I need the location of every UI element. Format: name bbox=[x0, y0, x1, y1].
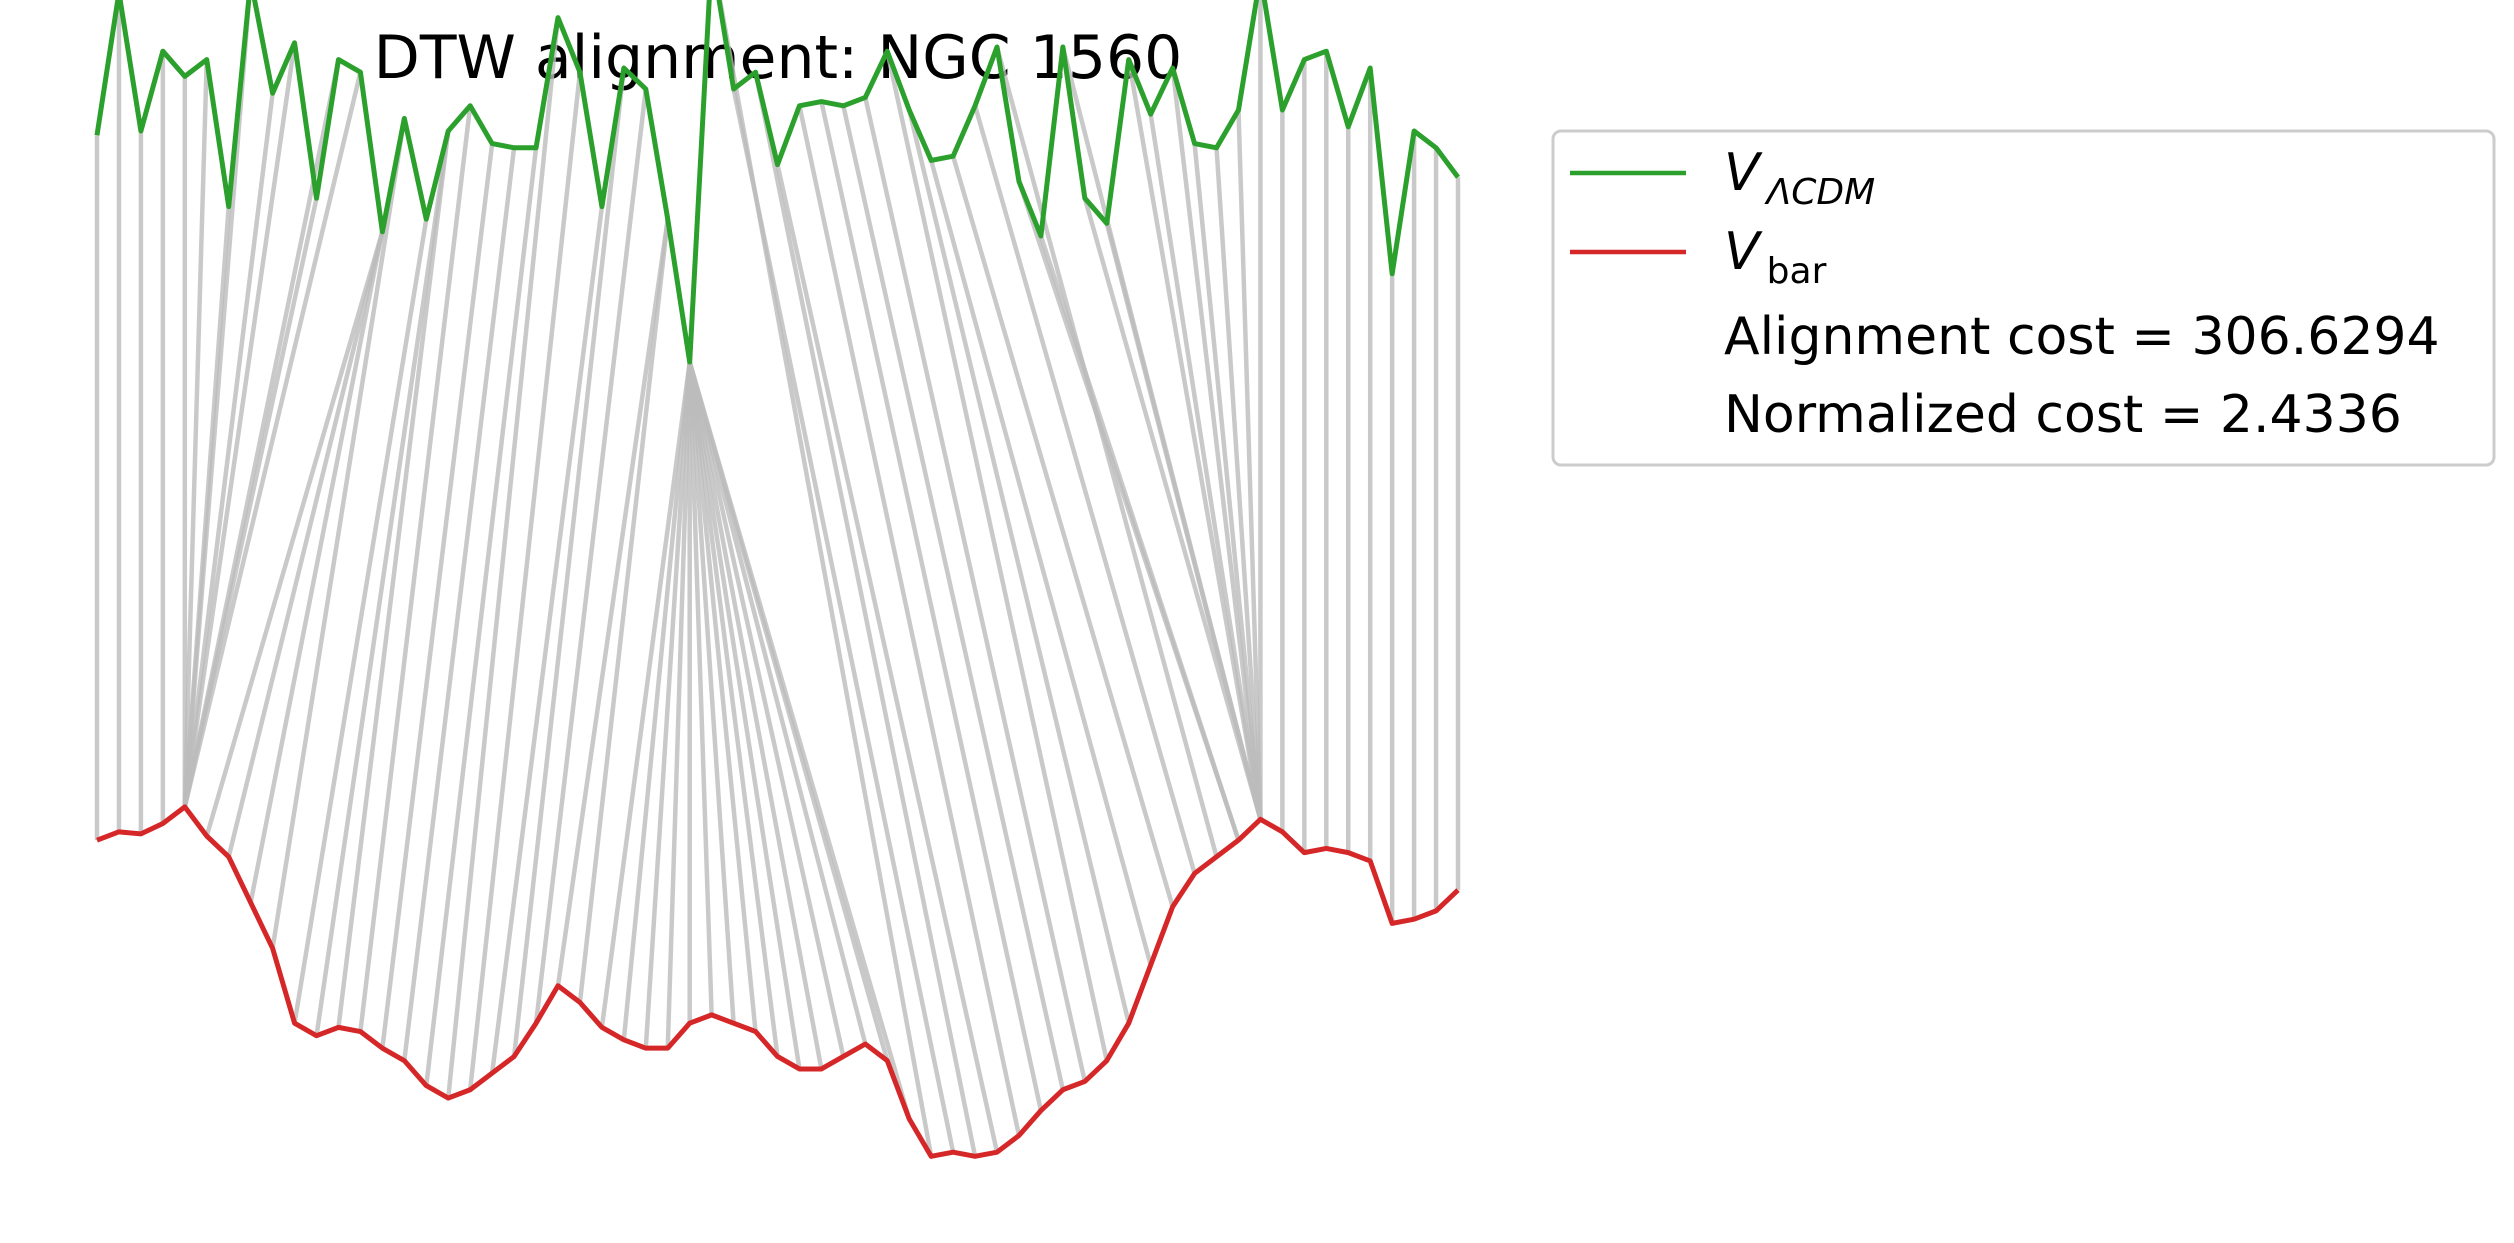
alignment-connector bbox=[665, 361, 692, 1049]
alignment-connector bbox=[797, 105, 1022, 1136]
alignment-connector bbox=[928, 159, 1153, 966]
alignment-connector bbox=[424, 147, 539, 1086]
alignment-connector bbox=[182, 92, 275, 808]
legend-subscript-v-bar: bar bbox=[1767, 251, 1827, 292]
alignment-connector bbox=[1192, 143, 1263, 820]
alignment-connector bbox=[358, 105, 473, 1032]
alignment-connector bbox=[467, 71, 583, 1091]
legend-label-v-lcdm: V ΛCDM bbox=[1724, 143, 1875, 213]
series-lines bbox=[94, 0, 1461, 1159]
series-line-v-lcdm bbox=[94, 0, 1461, 365]
legend-alignment-cost: Alignment cost = 306.6294 bbox=[1724, 307, 2440, 367]
alignment-connector bbox=[182, 42, 297, 808]
alignment-connector bbox=[1082, 197, 1263, 820]
alignment-connector bbox=[555, 218, 670, 987]
alignment-connector bbox=[402, 147, 517, 1061]
alignment-connector bbox=[445, 17, 561, 1099]
alignment-connector bbox=[1170, 67, 1263, 820]
alignment-connector bbox=[314, 130, 451, 1037]
legend-symbol-v-bar: V bbox=[1724, 222, 1763, 282]
alignment-connector bbox=[1104, 222, 1263, 820]
alignment-connector bbox=[687, 361, 912, 1120]
alignment-connector bbox=[182, 71, 363, 808]
alignment-connector bbox=[775, 164, 1000, 1153]
alignment-connector bbox=[687, 361, 868, 1045]
alignment-connector bbox=[950, 155, 1175, 908]
alignment-connector bbox=[621, 361, 692, 1041]
alignment-connector bbox=[841, 105, 1066, 1091]
alignment-connector bbox=[687, 361, 802, 1070]
alignment-connector bbox=[731, 88, 956, 1153]
alignment-connector bbox=[687, 361, 780, 1057]
alignment-connector bbox=[885, 50, 1109, 1062]
legend-normalized-cost: Normalized cost = 2.4336 bbox=[1724, 385, 2402, 445]
alignment-connector bbox=[533, 88, 649, 1024]
alignment-connector bbox=[1038, 235, 1241, 841]
alignment-connector bbox=[1148, 113, 1263, 820]
alignment-connector bbox=[1214, 147, 1263, 820]
alignment-connector bbox=[292, 218, 429, 1024]
legend-frame bbox=[1551, 129, 2496, 467]
alignment-connector bbox=[226, 231, 385, 858]
alignment-connector bbox=[204, 231, 385, 837]
alignment-connector bbox=[687, 361, 846, 1057]
alignment-connector bbox=[489, 206, 605, 1074]
alignment-connector bbox=[687, 361, 824, 1070]
alignment-connector bbox=[819, 101, 1044, 1112]
alignment-connector bbox=[907, 109, 1131, 1024]
alignment-connector bbox=[972, 105, 1197, 875]
alignment-connector bbox=[599, 361, 692, 1028]
alignment-connector bbox=[380, 143, 495, 1049]
legend: V ΛCDM V bar Alignment cost = 306.6294 N… bbox=[1551, 129, 2496, 467]
legend-label-v-bar: V bar bbox=[1724, 222, 1827, 292]
alignment-connector bbox=[687, 361, 736, 1024]
legend-subscript-v-lcdm: ΛCDM bbox=[1764, 172, 1876, 213]
alignment-connector bbox=[182, 59, 210, 807]
alignment-connector bbox=[248, 117, 407, 903]
alignment-connector bbox=[753, 71, 978, 1157]
alignment-connector bbox=[687, 361, 714, 1015]
alignment-connector bbox=[511, 67, 627, 1057]
alignment-connector bbox=[687, 361, 758, 1032]
alignment-connector bbox=[270, 118, 407, 949]
alignment-connectors bbox=[94, 0, 1461, 1157]
alignment-connector bbox=[577, 218, 670, 1003]
series-line-v-bar bbox=[96, 804, 1460, 1159]
legend-symbol-v-lcdm: V bbox=[1724, 143, 1763, 203]
alignment-connector bbox=[643, 361, 692, 1049]
alignment-connector bbox=[1236, 109, 1263, 820]
alignment-connector bbox=[336, 130, 451, 1028]
chart-title: DTW alignment: NGC 1560 bbox=[374, 23, 1183, 93]
alignment-connector bbox=[863, 96, 1088, 1082]
